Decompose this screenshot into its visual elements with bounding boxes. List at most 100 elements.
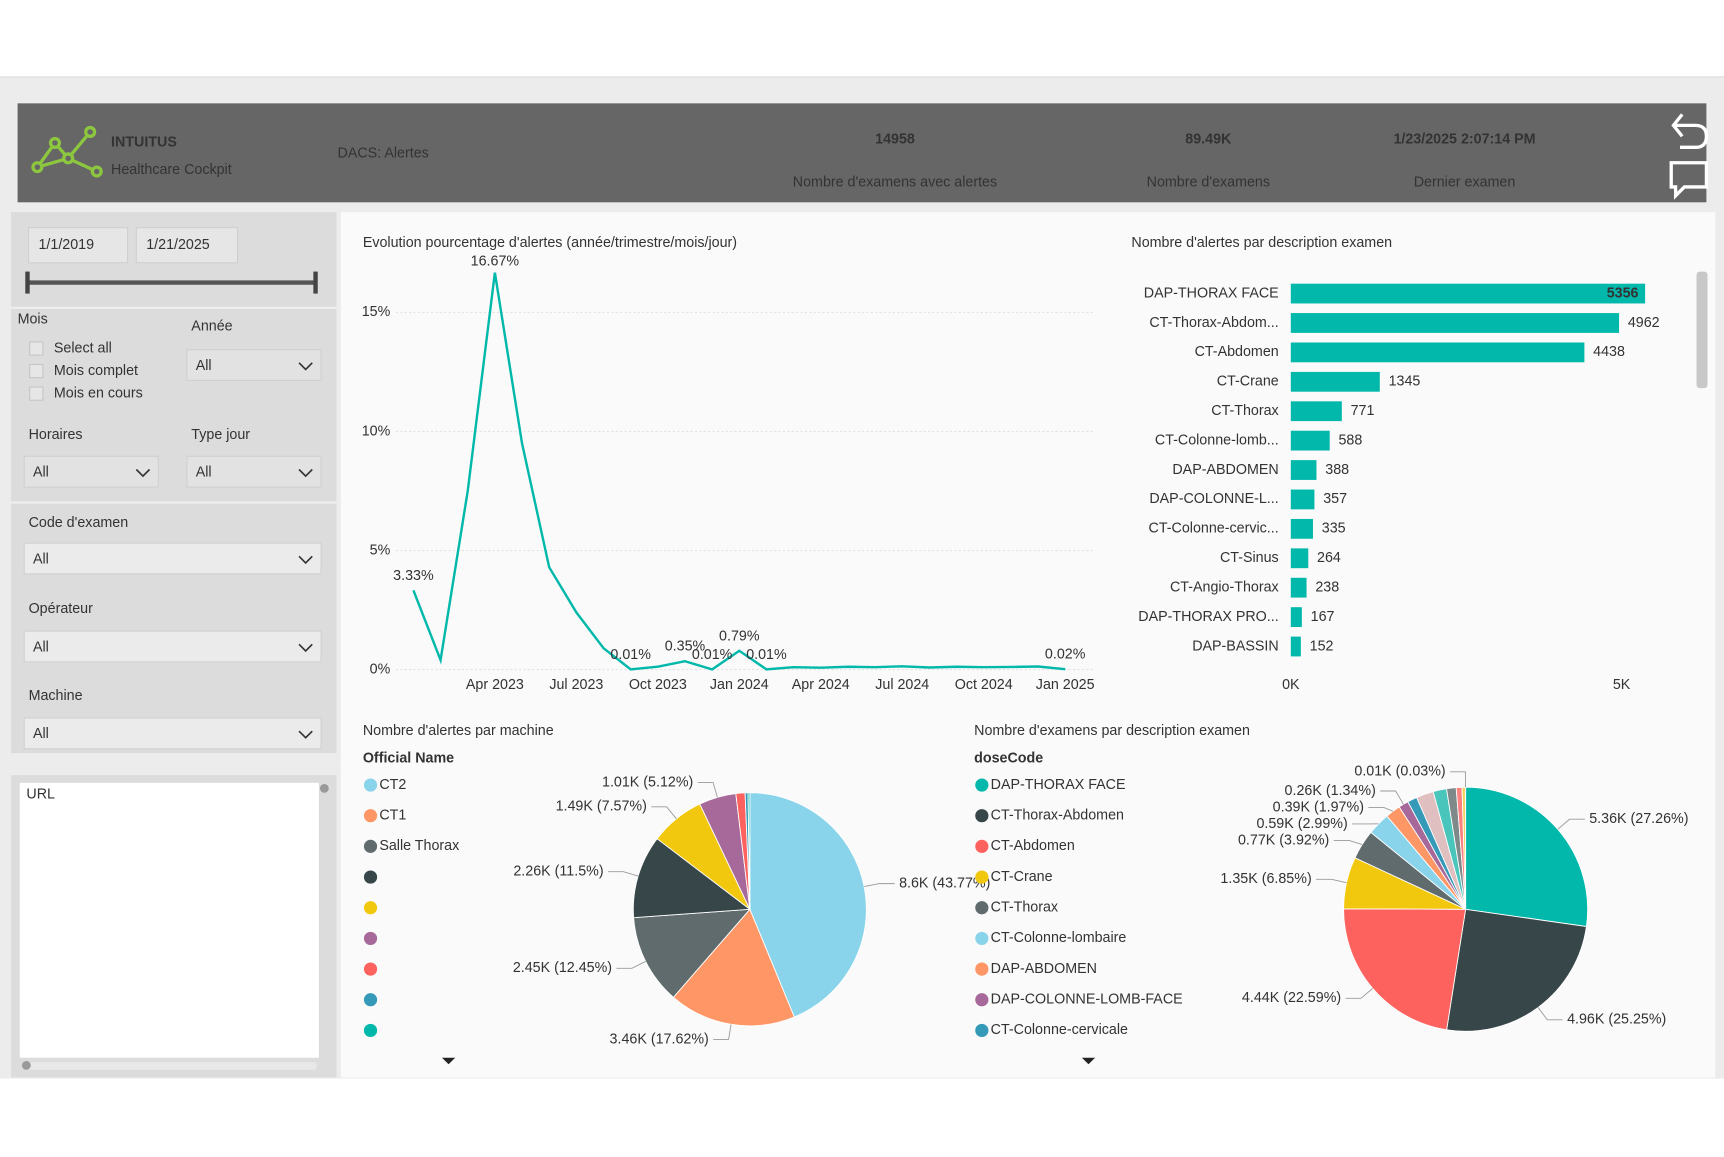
data-label: 0.01% — [746, 647, 787, 663]
dropdown[interactable] — [186, 455, 322, 488]
dropdown[interactable] — [23, 717, 322, 750]
bar — [1290, 401, 1342, 422]
pie-slice[interactable] — [1343, 908, 1467, 1031]
dropdown[interactable] — [186, 349, 322, 381]
kpi-label: Dernier examen — [1414, 174, 1516, 190]
data-label: 2.26K (11.5%) — [513, 863, 603, 879]
url-scroll-thumb[interactable] — [21, 1061, 31, 1070]
legend-marker[interactable] — [363, 931, 378, 946]
legend-marker[interactable] — [363, 778, 378, 792]
chart-title: Nombre d'examens par description examen — [974, 723, 1250, 739]
chart-title: Evolution pourcentage d'alertes (année/t… — [363, 235, 737, 251]
dropdown[interactable] — [23, 630, 322, 663]
pie-slice[interactable] — [633, 908, 751, 998]
checkbox-label: Select all — [54, 340, 112, 356]
dropdown-arrow[interactable] — [298, 468, 313, 478]
data-label: 5.36K (27.26%) — [1589, 811, 1688, 827]
pie-slice[interactable] — [749, 792, 867, 1018]
x-tick-label: Jul 2023 — [549, 677, 603, 693]
y-tick-label: 5% — [370, 542, 391, 558]
header-bar — [17, 103, 1707, 203]
logo-icon — [31, 125, 103, 178]
back-button[interactable] — [1671, 113, 1709, 149]
dropdown-arrow[interactable] — [135, 468, 151, 478]
y-tick-label: 0% — [370, 661, 391, 677]
x-tick-label: Jan 2025 — [1036, 677, 1095, 693]
x-tick-label: Apr 2023 — [466, 677, 524, 693]
bar — [1290, 607, 1302, 627]
legend-scroll-down[interactable] — [1081, 1057, 1096, 1065]
leader-line — [616, 961, 646, 969]
pie-slice[interactable] — [1465, 786, 1589, 928]
x-tick-label: 5K — [1613, 677, 1631, 693]
legend-marker[interactable] — [975, 870, 989, 884]
legend-marker[interactable] — [975, 931, 989, 946]
legend-label: DAP-THORAX FACE — [991, 777, 1126, 793]
legend-marker[interactable] — [975, 839, 989, 853]
leader-line — [1450, 771, 1466, 788]
url-hscrollbar[interactable] — [24, 1062, 317, 1070]
legend-marker[interactable] — [363, 839, 378, 853]
pie-slice[interactable] — [672, 908, 795, 1027]
date-input[interactable] — [135, 227, 239, 264]
dropdown[interactable] — [23, 542, 322, 575]
data-label: 0.01% — [610, 647, 651, 663]
legend-marker[interactable] — [975, 809, 989, 823]
data-label: 0.59K (2.99%) — [1256, 816, 1347, 832]
x-tick-label: Oct 2023 — [629, 677, 687, 693]
data-label: 0.26K (1.34%) — [1285, 783, 1376, 799]
data-label: 0.01K (0.03%) — [1354, 764, 1445, 780]
pie-slice[interactable] — [747, 792, 751, 910]
comment-button[interactable] — [1669, 161, 1709, 200]
bar-chart-scrollbar[interactable] — [1696, 271, 1708, 389]
legend-scroll-down[interactable] — [441, 1057, 456, 1065]
data-label: 16.67% — [471, 253, 520, 269]
x-tick-label: 0K — [1282, 677, 1300, 693]
checkbox[interactable] — [29, 341, 44, 356]
y-tick-label: CT-Colonne-cervic... — [1149, 521, 1279, 537]
pie-slice[interactable] — [1446, 908, 1587, 1032]
dropdown-arrow[interactable] — [298, 362, 313, 371]
legend-marker[interactable] — [363, 993, 378, 1007]
dropdown-arrow[interactable] — [298, 730, 313, 739]
url-vscroll-thumb[interactable] — [319, 783, 329, 793]
legend-marker[interactable] — [975, 901, 989, 915]
checkbox[interactable] — [29, 363, 44, 379]
slicer-label: Année — [191, 318, 232, 334]
date-input[interactable] — [28, 227, 129, 264]
leader-line — [1557, 818, 1585, 830]
y-tick-label: CT-Sinus — [1220, 550, 1279, 566]
data-label: 0.35% — [665, 639, 706, 655]
legend-marker[interactable] — [975, 993, 989, 1007]
legend-marker[interactable] — [363, 901, 378, 915]
date-slider-handle[interactable] — [25, 271, 30, 294]
dropdown-value: All — [33, 639, 49, 655]
dropdown-arrow[interactable] — [298, 555, 313, 565]
leader-line — [713, 1024, 732, 1040]
bar — [1290, 283, 1646, 304]
legend-marker[interactable] — [975, 778, 989, 792]
logo-subtitle: Healthcare Cockpit — [111, 162, 232, 178]
x-tick-label: Oct 2024 — [955, 677, 1013, 693]
data-label: 1.01K (5.12%) — [602, 774, 693, 790]
leader-line — [1333, 840, 1363, 846]
legend-marker[interactable] — [975, 1023, 989, 1038]
data-label: 1.35K (6.85%) — [1220, 871, 1311, 887]
legend-marker[interactable] — [363, 1023, 378, 1038]
data-label: 5356 — [1607, 285, 1639, 301]
date-slider-handle[interactable] — [313, 271, 318, 294]
y-tick-label: CT-Thorax-Abdom... — [1149, 315, 1278, 331]
slicer-label: Code d'examen — [29, 515, 129, 531]
logo-text: INTUITUS — [111, 135, 177, 151]
dropdown[interactable] — [23, 455, 159, 488]
leader-line — [1380, 790, 1404, 805]
legend-marker[interactable] — [975, 962, 989, 976]
data-label: 8.6K (43.77%) — [899, 875, 990, 891]
y-tick-label: DAP-ABDOMEN — [1172, 462, 1278, 478]
dropdown-arrow[interactable] — [298, 643, 313, 653]
legend-marker[interactable] — [363, 870, 378, 884]
y-tick-label: CT-Crane — [1217, 374, 1279, 390]
checkbox[interactable] — [29, 386, 44, 401]
legend-marker[interactable] — [363, 809, 378, 823]
legend-marker[interactable] — [363, 962, 378, 976]
